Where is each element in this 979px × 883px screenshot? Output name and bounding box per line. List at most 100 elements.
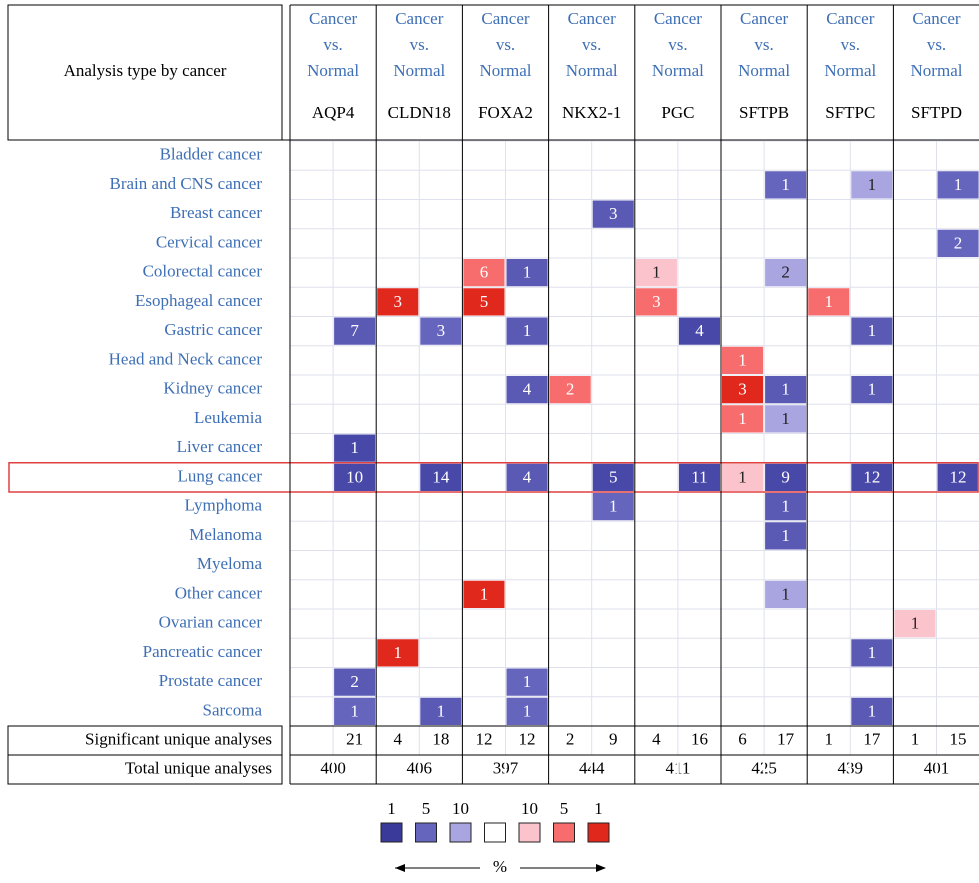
comparison-label: vs. (841, 35, 860, 54)
cell-value: 9 (781, 467, 790, 486)
cell (506, 376, 548, 404)
gene-label: SFTPC (825, 103, 875, 122)
comparison-label: Normal (824, 61, 876, 80)
cell-value: 1 (652, 263, 661, 282)
cell-value: 1 (868, 321, 877, 340)
cell (635, 288, 677, 316)
legend-label: 10 (521, 799, 538, 818)
cell-value: 11 (691, 467, 707, 486)
significant-value: 9 (609, 729, 618, 748)
cell (334, 317, 376, 345)
comparison-label: Cancer (309, 9, 357, 28)
cell (937, 229, 979, 257)
cancer-label: Ovarian cancer (159, 613, 263, 632)
significant-value: 1 (911, 729, 920, 748)
cancer-label: Bladder cancer (160, 145, 263, 164)
significant-value: 17 (863, 729, 881, 748)
comparison-label: Normal (652, 61, 704, 80)
cell (506, 463, 548, 491)
cell-value: 1 (781, 497, 790, 516)
cell (506, 317, 548, 345)
significant-value: 21 (346, 729, 363, 748)
cell (506, 259, 548, 287)
cell (765, 463, 807, 491)
cancer-label: Breast cancer (170, 203, 262, 222)
cell-value: 3 (652, 292, 661, 311)
comparison-label: Normal (480, 61, 532, 80)
significant-value: 18 (432, 729, 449, 748)
cell-value: 4 (523, 380, 532, 399)
legend-swatch (484, 822, 506, 843)
cell (420, 697, 462, 725)
cell (894, 610, 936, 638)
cell-value: 1 (781, 380, 790, 399)
comparison-label: Normal (566, 61, 618, 80)
cell (592, 493, 634, 521)
cell (377, 288, 419, 316)
cell (851, 317, 893, 345)
comparison-label: vs. (496, 35, 515, 54)
comparison-label: Normal (738, 61, 790, 80)
cell (463, 259, 505, 287)
comparison-label: vs. (927, 35, 946, 54)
legend-label: 5 (560, 799, 569, 818)
cancer-label: Lymphoma (185, 496, 263, 515)
comparison-label: Normal (307, 61, 359, 80)
cell-value: 1 (781, 584, 790, 603)
cell (592, 463, 634, 491)
cell-value: 10 (346, 467, 363, 486)
cell (334, 434, 376, 462)
cell-value: 1 (394, 643, 403, 662)
comparison-label: Normal (911, 61, 963, 80)
cell (722, 376, 764, 404)
cell (808, 288, 850, 316)
cell-value: 1 (868, 701, 877, 720)
gene-label: AQP4 (312, 103, 355, 122)
cell (549, 376, 591, 404)
cancer-label: Sarcoma (203, 700, 263, 719)
cancer-label: Gastric cancer (164, 320, 262, 339)
legend-label: 1 (594, 799, 603, 818)
cell-value: 5 (609, 467, 618, 486)
cell (334, 463, 376, 491)
cell-value: 7 (350, 321, 359, 340)
cell (506, 697, 548, 725)
cell-value: 1 (911, 614, 920, 633)
cell (851, 376, 893, 404)
gene-label: PGC (661, 103, 694, 122)
cell-value: 1 (523, 672, 532, 691)
cell-value: 6 (480, 263, 489, 282)
legend-swatch (380, 822, 403, 843)
gene-label: FOXA2 (478, 103, 533, 122)
cell-value: 2 (350, 672, 359, 691)
legend-swatch (449, 822, 472, 843)
total-label: Total unique analyses (125, 758, 272, 777)
cell-value: 4 (523, 467, 532, 486)
gene-label: CLDN18 (388, 103, 451, 122)
comparison-label: Cancer (481, 9, 529, 28)
gene-label: SFTPD (911, 103, 962, 122)
significant-value: 1 (825, 729, 834, 748)
cell (851, 171, 893, 199)
significant-value: 16 (691, 729, 708, 748)
cell-value: 1 (738, 467, 747, 486)
cell-value: 1 (437, 701, 446, 720)
cancer-label: Lung cancer (178, 466, 263, 485)
cell (420, 463, 462, 491)
cell (635, 259, 677, 287)
cell (765, 493, 807, 521)
cell-value: 1 (523, 321, 532, 340)
legend-swatch (415, 822, 437, 843)
cell-value: 1 (523, 701, 532, 720)
comparison-label: vs. (323, 35, 342, 54)
cell-value: 3 (609, 204, 618, 223)
cell-value: 1 (350, 701, 359, 720)
legend-swatch (587, 822, 610, 843)
cancer-label: Colorectal cancer (143, 262, 263, 281)
cell-value: 1 (868, 175, 877, 194)
cancer-label: Prostate cancer (159, 671, 263, 690)
cell (937, 171, 979, 199)
legend-axis-label: % (493, 857, 507, 876)
cell (765, 405, 807, 433)
cell-value: 1 (738, 350, 747, 369)
